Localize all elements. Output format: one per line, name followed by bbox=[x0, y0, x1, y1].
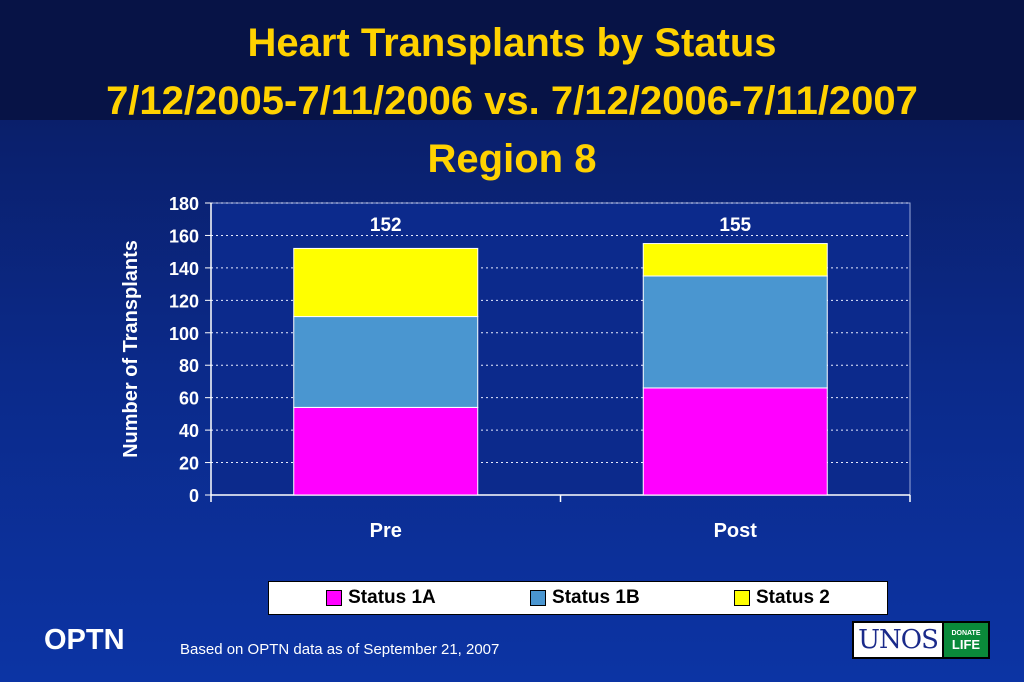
slide-title: Heart Transplants by Status 7/12/2005-7/… bbox=[0, 14, 1024, 188]
bar-segment-status-2-pre bbox=[293, 247, 479, 318]
chart-legend: Status 1A Status 1B Status 2 bbox=[268, 581, 888, 615]
legend-label-status-1b: Status 1B bbox=[552, 587, 640, 608]
donate-life-top: DONATE bbox=[951, 629, 981, 637]
donate-life-badge: DONATE LIFE bbox=[942, 623, 988, 657]
bar-segment-status-2-post bbox=[642, 243, 828, 277]
y-tick-label: 40 bbox=[179, 421, 199, 441]
y-axis-label: Number of Transplants bbox=[120, 240, 142, 458]
legend-item-status-2: Status 2 bbox=[733, 587, 830, 609]
unos-logo: UNOS DONATE LIFE bbox=[852, 621, 990, 659]
unos-logo-text: UNOS bbox=[858, 625, 939, 655]
y-tick-label: 160 bbox=[169, 226, 199, 246]
y-tick-label: 180 bbox=[169, 194, 199, 214]
donate-life-bottom: LIFE bbox=[951, 636, 981, 652]
legend-item-status-1a: Status 1A bbox=[326, 587, 436, 609]
bar-segment-status-1b-pre bbox=[293, 316, 479, 408]
y-tick-label: 120 bbox=[169, 291, 199, 311]
x-category-label: Post bbox=[714, 520, 758, 542]
y-tick-label: 0 bbox=[189, 486, 199, 506]
title-line-2: 7/12/2005-7/11/2006 vs. 7/12/2006-7/11/2… bbox=[106, 79, 918, 123]
legend-swatch-status-2 bbox=[733, 590, 750, 606]
legend-item-status-1b: Status 1B bbox=[530, 587, 640, 609]
total-label: 155 bbox=[719, 215, 751, 236]
y-tick-label: 140 bbox=[169, 259, 199, 279]
y-tick-label: 20 bbox=[179, 454, 199, 474]
legend-label-status-2: Status 2 bbox=[755, 587, 830, 608]
title-band bbox=[0, 0, 1024, 120]
legend-swatch-status-1a bbox=[326, 590, 343, 606]
title-line-1: Heart Transplants by Status bbox=[247, 21, 777, 65]
optn-brand: OPTN bbox=[44, 624, 125, 656]
legend-label-status-1a: Status 1A bbox=[348, 587, 436, 608]
y-tick-label: 100 bbox=[169, 324, 199, 344]
y-tick-label: 60 bbox=[179, 389, 199, 409]
data-source-note: Based on OPTN data as of September 21, 2… bbox=[180, 641, 500, 658]
total-label: 152 bbox=[370, 215, 402, 236]
y-tick-label: 80 bbox=[179, 356, 199, 376]
bar-segment-status-1a-post bbox=[642, 387, 828, 496]
title-line-3: Region 8 bbox=[427, 137, 597, 181]
legend-swatch-status-1b bbox=[530, 590, 547, 606]
bar-segment-status-1b-post bbox=[642, 275, 828, 389]
x-category-label: Pre bbox=[370, 520, 402, 542]
bar-segment-status-1a-pre bbox=[293, 406, 479, 496]
